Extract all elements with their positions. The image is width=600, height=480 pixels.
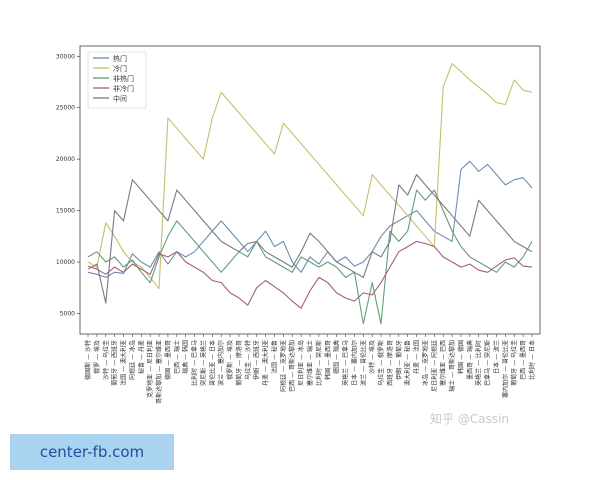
x-tick-label: 法国 — 秘鲁 [270, 340, 278, 374]
legend-label: 非热门 [113, 74, 134, 83]
x-tick-label: 阿根廷 — 冰岛 [128, 340, 136, 380]
x-tick-label: 西班牙 — 摩洛哥 [386, 340, 394, 386]
legend-label: 热门 [113, 54, 127, 63]
x-axis: 德国斯 — 沙特 俄罗 — 埃及 沙特 — 乌拉圭 葡萄牙 — 西班牙 法国 — 澳大利… [84, 334, 536, 404]
x-tick-label: 波兰 — 塞内加尔 [217, 340, 225, 386]
legend-label: 冷门 [113, 64, 127, 73]
x-tick-label: 尼日利亚 — 冰岛 [297, 340, 305, 386]
x-tick-label: 德国 — 墨西哥 [164, 340, 172, 380]
x-tick-label: 波兰 — 哥伦比亚 [359, 340, 367, 386]
x-tick-label: 塞尔维亚 — 瑞士 [306, 340, 314, 386]
x-tick-label: 哥伦比亚 — 日本 [208, 340, 216, 386]
y-tick-label: 20000 [56, 156, 75, 163]
x-tick-label: 尼日利亚 — 阿根廷 [430, 340, 438, 392]
x-tick-label: 伊朗 — 西班牙 [253, 340, 261, 380]
x-tick-label: 塞内加尔 — 哥伦比亚 [501, 340, 509, 398]
x-tick-label: 巴西 — 瑞士 [173, 340, 181, 374]
x-tick-label: 巴西 — 墨西哥 [520, 340, 527, 380]
x-tick-label: 韩国 — 德国 [457, 340, 465, 374]
x-tick-label: 丹麦 — 澳大利亚 [262, 340, 270, 386]
legend-label: 中间 [113, 94, 127, 103]
x-tick-label: 法国 — 澳大利亚 [120, 340, 128, 386]
x-tick-label: 英格兰 — 比利时 [475, 340, 483, 386]
x-tick-label: 塞尔维亚 — 巴西 [439, 340, 447, 386]
series-line-1 [87, 62, 533, 290]
x-tick-label: 俄罗斯 — 埃及 [226, 340, 234, 380]
x-tick-label: 巴拿马 — 突尼斯 [484, 340, 492, 386]
x-tick-label: 冰岛 — 克罗地亚 [421, 340, 429, 386]
x-tick-label: 秘鲁 — 丹麦 [137, 340, 145, 374]
x-tick-label: 突尼斯 — 英格兰 [199, 340, 207, 386]
x-tick-label: 瑞典 — 韩国 [182, 340, 190, 374]
y-tick-label: 30000 [56, 53, 75, 60]
y-tick-label: 15000 [56, 208, 75, 215]
x-tick-label: 葡萄牙 — 摩洛哥 [235, 340, 243, 386]
site-badge: center-fb.com [10, 434, 174, 470]
x-tick-label: 伊朗 — 葡萄牙 [395, 340, 403, 380]
x-tick-label: 比利时 — 突尼斯 [315, 340, 323, 386]
x-tick-label: 比利时 — 巴拿马 [191, 340, 199, 386]
y-tick-label: 25000 [56, 105, 75, 112]
series-line-3 [87, 240, 533, 309]
series-line-4 [87, 174, 533, 304]
x-tick-label: 墨西哥 — 瑞典 [466, 340, 474, 380]
x-tick-label: 沙特 — 埃及 [368, 340, 376, 374]
x-tick-label: 俄罗 — 埃及 [93, 340, 101, 374]
y-axis: 5000 10000 15000 20000 25000 30000 [56, 53, 80, 317]
x-tick-label: 比利时 — 日本 [528, 340, 536, 380]
x-tick-label: 澳大利亚 — 秘鲁 [404, 340, 412, 386]
watermark: 知乎 @Cassin [430, 412, 509, 426]
x-tick-label: 巴西 — 哥斯达黎加 [288, 340, 296, 392]
x-tick-label: 日本 — 塞内加尔 [350, 340, 358, 386]
x-tick-label: 韩国 — 墨西哥 [324, 340, 332, 380]
x-tick-label: 克罗地亚 — 尼日利亚 [146, 340, 154, 398]
x-tick-label: 乌拉圭 — 俄罗斯 [377, 340, 385, 386]
series-line-0 [87, 160, 533, 278]
y-tick-label: 10000 [56, 259, 75, 266]
x-tick-label: 德国 — 瑞典 [333, 340, 341, 374]
legend-box [87, 51, 147, 109]
series-lines [87, 62, 533, 325]
x-tick-label: 哥斯达黎加 — 塞尔维亚 [155, 340, 163, 404]
series-line-2 [87, 189, 533, 325]
x-tick-label: 葡萄牙 — 乌拉圭 [510, 340, 518, 386]
x-tick-label: 日本 — 波兰 [492, 340, 500, 374]
x-tick-label: 德国斯 — 沙特 [84, 340, 92, 380]
x-tick-label: 英格兰 — 巴拿马 [342, 340, 350, 386]
x-tick-label: 瑞士 — 哥斯达黎加 [448, 340, 456, 392]
x-tick-label: 乌拉圭 — 沙特 [244, 340, 252, 380]
x-tick-label: 阿根廷 — 克罗地亚 [279, 340, 287, 392]
legend-label: 非冷门 [113, 84, 134, 93]
y-tick-label: 5000 [60, 310, 75, 317]
x-tick-label: 葡萄牙 — 西班牙 [111, 340, 119, 386]
x-tick-label: 丹麦 — 法国 [413, 340, 421, 374]
x-tick-label: 沙特 — 乌拉圭 [102, 340, 110, 380]
